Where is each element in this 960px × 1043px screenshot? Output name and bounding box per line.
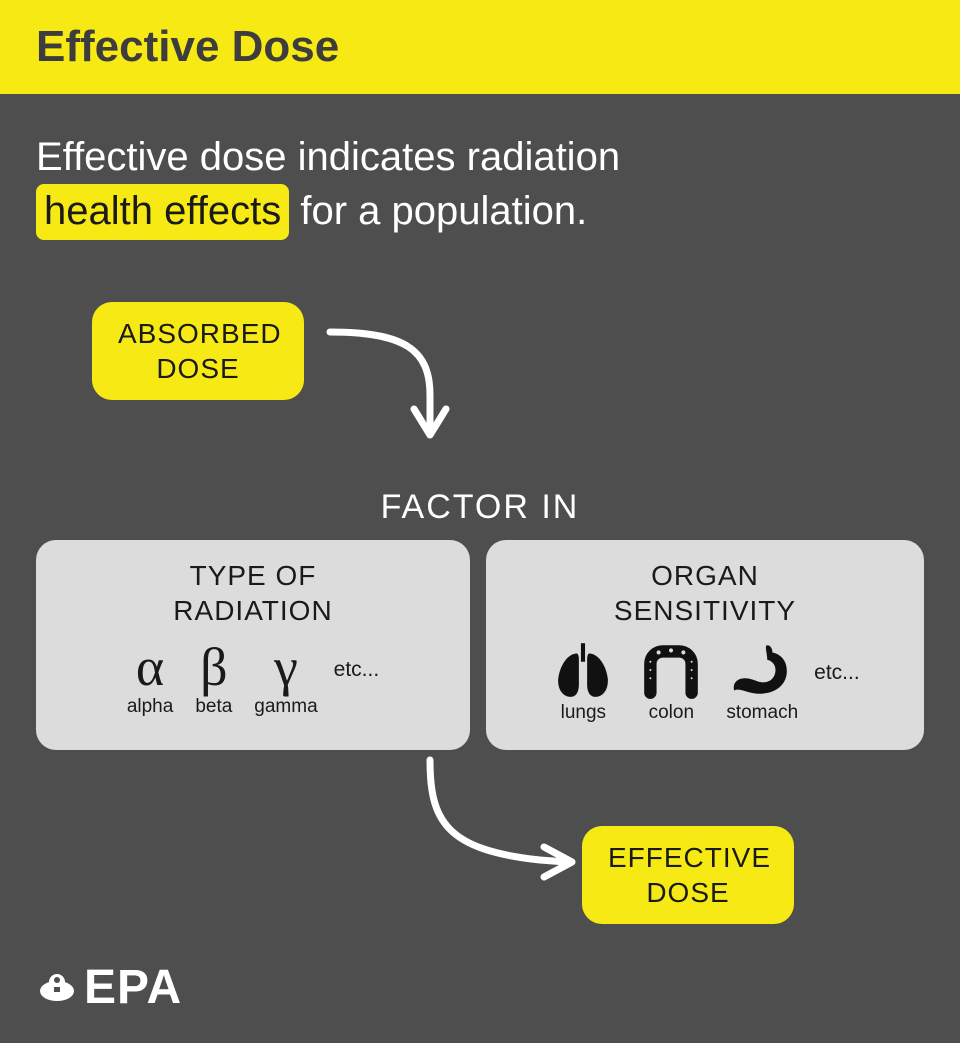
intro-text: Effective dose indicates radiation healt… bbox=[0, 94, 960, 240]
header-band: Effective Dose bbox=[0, 0, 960, 94]
epa-logo: EPA bbox=[36, 960, 182, 1015]
intro-highlight: health effects bbox=[36, 184, 289, 240]
page-title: Effective Dose bbox=[36, 22, 339, 72]
epa-logo-text: EPA bbox=[84, 960, 182, 1015]
epa-logo-icon bbox=[36, 967, 78, 1009]
intro-pre: Effective dose indicates radiation bbox=[36, 135, 620, 179]
diagram-area: ABSORBED DOSE FACTOR IN TYPE OF RADIATIO… bbox=[0, 260, 960, 1020]
effective-line1: EFFECTIVE bbox=[608, 840, 768, 875]
effective-dose-node: EFFECTIVE DOSE bbox=[582, 826, 794, 924]
arrow-factor-to-effective bbox=[0, 260, 960, 1020]
effective-line2: DOSE bbox=[608, 875, 768, 910]
intro-post: for a population. bbox=[300, 189, 587, 233]
